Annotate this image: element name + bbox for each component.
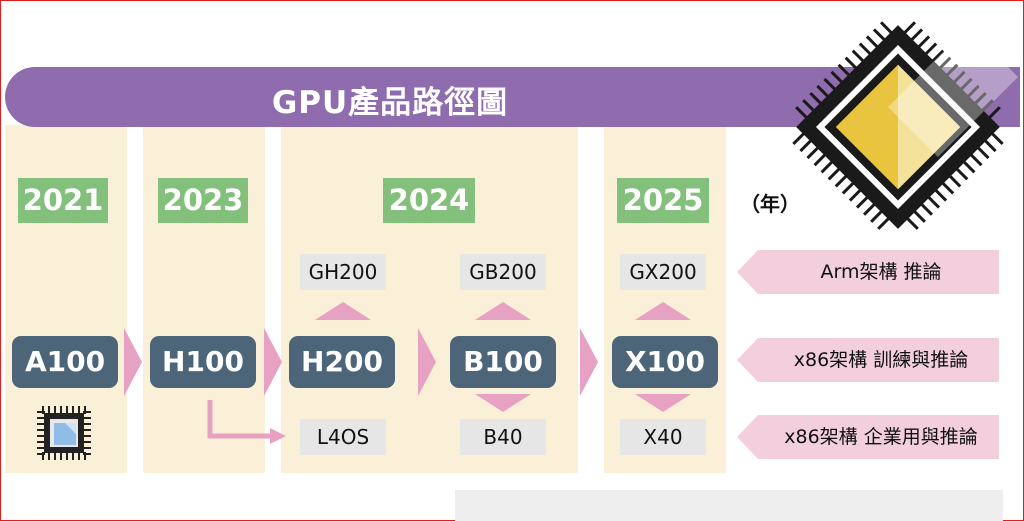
arrow-right-h200-b100	[418, 328, 436, 396]
arrow-up-h200	[315, 302, 371, 320]
variant-gh200: GH200	[300, 254, 386, 290]
year-unit-label: （年）	[740, 192, 800, 216]
year-badge-2021: 2021	[18, 178, 108, 223]
arrow-down-x100	[635, 394, 691, 412]
variant-gb200: GB200	[460, 254, 546, 290]
variant-l4os: L4OS	[300, 419, 386, 455]
arrow-right-h100-h200	[264, 328, 282, 396]
row-label-x86-training-text: x86架構 訓練與推論	[793, 349, 969, 371]
row-label-arm: Arm架構 推論	[737, 250, 999, 294]
diagram-title: GPU產品路徑圖	[271, 85, 509, 121]
year-badge-2024: 2024	[383, 178, 475, 223]
arrow-up-x100	[635, 302, 691, 320]
arrow-down-b100	[475, 394, 531, 412]
arrow-right-b100-x100	[580, 328, 598, 396]
year-badge-2023: 2023	[158, 178, 248, 223]
chip-a100: A100	[12, 336, 118, 388]
footer-panel	[455, 490, 1003, 521]
row-label-x86-enterprise-text: x86架構 企業用與推論	[784, 426, 978, 448]
chip-b100: B100	[450, 336, 556, 388]
chip-h100: H100	[150, 336, 256, 388]
gpu-chip-icon	[37, 406, 91, 460]
processor-chip-icon	[792, 21, 1018, 230]
variant-x40: X40	[620, 419, 706, 455]
chip-x100: X100	[612, 336, 718, 388]
row-label-x86-enterprise: x86架構 企業用與推論	[737, 415, 999, 459]
variant-b40: B40	[460, 419, 546, 455]
arrow-up-b100	[475, 302, 531, 320]
year-badge-2025: 2025	[617, 178, 709, 223]
row-label-arm-text: Arm架構 推論	[820, 261, 942, 283]
row-label-x86-training: x86架構 訓練與推論	[737, 338, 999, 382]
variant-gx200: GX200	[620, 254, 706, 290]
chip-h200: H200	[289, 336, 395, 388]
arrow-right-a100-h100	[124, 328, 142, 396]
arrow-bent-h100-l4os	[207, 400, 286, 444]
